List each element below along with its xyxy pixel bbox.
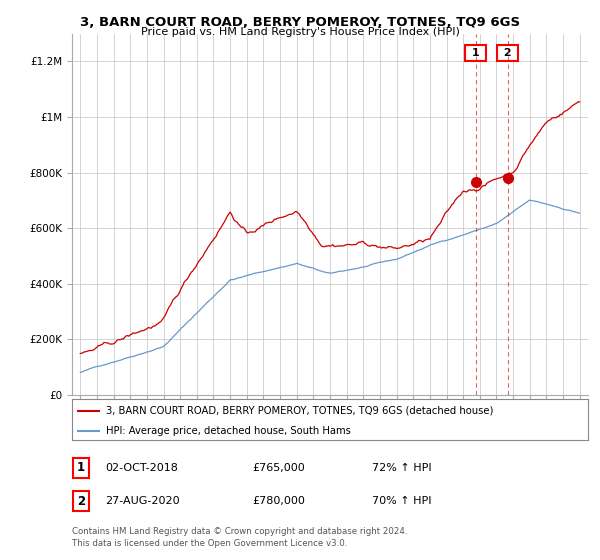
Text: 1: 1 — [468, 48, 484, 58]
Text: £765,000: £765,000 — [252, 463, 305, 473]
Text: Price paid vs. HM Land Registry's House Price Index (HPI): Price paid vs. HM Land Registry's House … — [140, 27, 460, 37]
Text: 3, BARN COURT ROAD, BERRY POMEROY, TOTNES, TQ9 6GS (detached house): 3, BARN COURT ROAD, BERRY POMEROY, TOTNE… — [106, 405, 493, 416]
Text: HPI: Average price, detached house, South Hams: HPI: Average price, detached house, Sout… — [106, 426, 350, 436]
Text: 2: 2 — [500, 48, 515, 58]
Text: 3, BARN COURT ROAD, BERRY POMEROY, TOTNES, TQ9 6GS: 3, BARN COURT ROAD, BERRY POMEROY, TOTNE… — [80, 16, 520, 29]
Text: 27-AUG-2020: 27-AUG-2020 — [105, 496, 179, 506]
Text: This data is licensed under the Open Government Licence v3.0.: This data is licensed under the Open Gov… — [72, 539, 347, 548]
Text: Contains HM Land Registry data © Crown copyright and database right 2024.: Contains HM Land Registry data © Crown c… — [72, 528, 407, 536]
Text: 2: 2 — [77, 494, 85, 508]
Text: 70% ↑ HPI: 70% ↑ HPI — [372, 496, 431, 506]
Text: 72% ↑ HPI: 72% ↑ HPI — [372, 463, 431, 473]
Text: 02-OCT-2018: 02-OCT-2018 — [105, 463, 178, 473]
Text: 1: 1 — [77, 461, 85, 474]
Text: £780,000: £780,000 — [252, 496, 305, 506]
